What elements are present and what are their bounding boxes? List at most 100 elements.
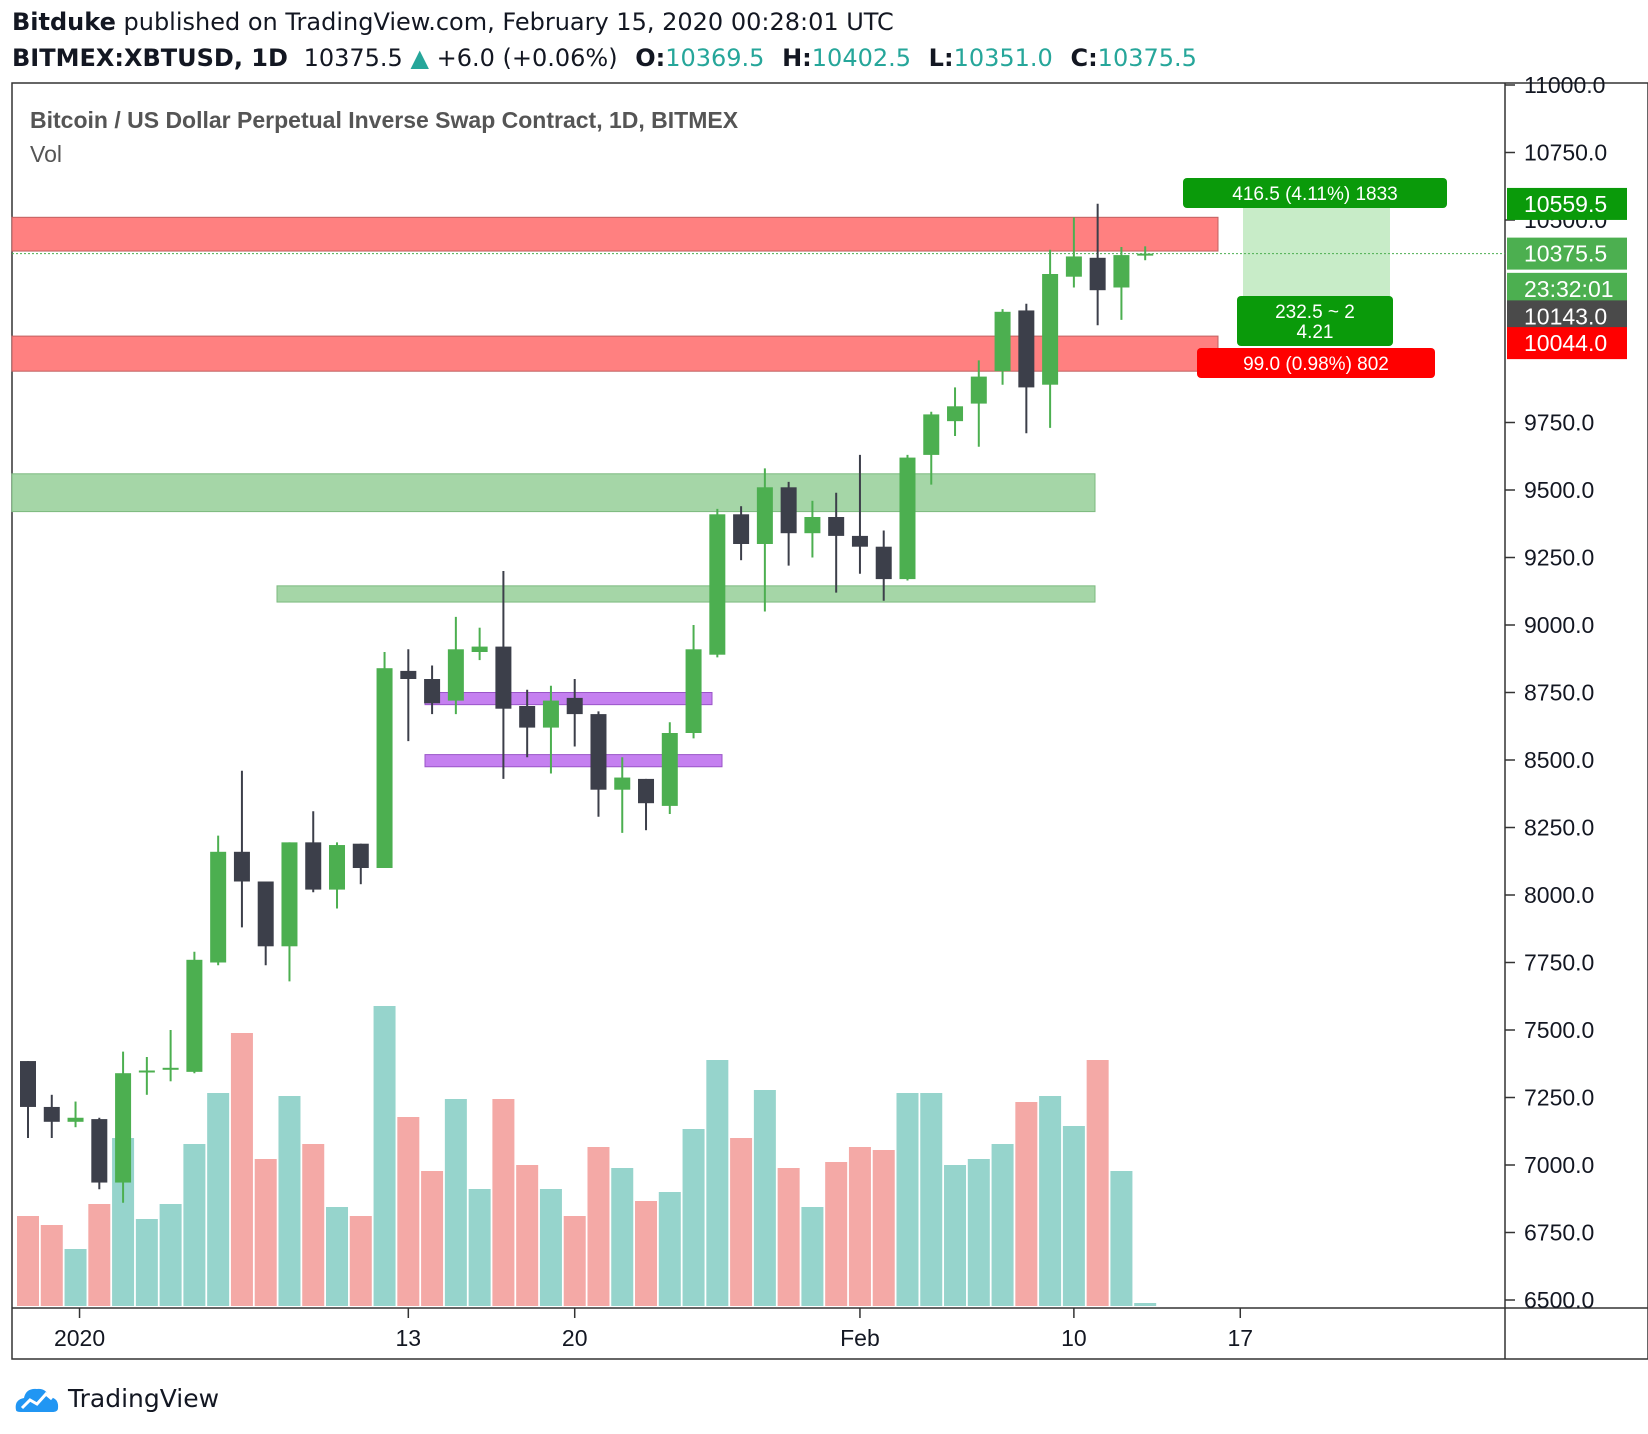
candle-body xyxy=(20,1061,36,1107)
volume-legend: Vol xyxy=(30,141,62,167)
candle-body xyxy=(756,487,773,544)
last-price-text: 10375.5 xyxy=(1524,241,1607,267)
volume-bar xyxy=(207,1093,230,1306)
candle-body xyxy=(590,714,607,790)
volume-bar xyxy=(516,1165,539,1306)
volume-bar xyxy=(230,1033,253,1306)
candle-body xyxy=(947,406,964,422)
volume-bar xyxy=(635,1201,658,1306)
volume-bar xyxy=(421,1171,444,1306)
candle-body xyxy=(1018,310,1035,388)
tradingview-footer[interactable]: TradingView xyxy=(12,1380,219,1416)
candle-body xyxy=(638,778,655,804)
candle-body xyxy=(1065,256,1082,277)
volume-bar xyxy=(40,1225,63,1306)
volume-bar xyxy=(753,1090,776,1306)
risk-ratio-label-text: 232.5 ~ 2 xyxy=(1275,302,1355,323)
tradingview-logo-icon xyxy=(15,1388,59,1412)
candle-body xyxy=(281,842,298,947)
time-tick-label: 2020 xyxy=(54,1325,105,1351)
volume-bar xyxy=(373,1006,396,1306)
position-tool[interactable]: 416.5 (4.11%) 1833 232.5 ~ 24.21 99.0 (0.9… xyxy=(1183,178,1447,378)
candle-body xyxy=(780,487,797,534)
last-price: 10375.5 xyxy=(303,44,403,72)
candle-body xyxy=(305,842,322,890)
candle-body xyxy=(875,546,892,580)
price-chart[interactable]: 416.5 (4.11%) 1833 232.5 ~ 24.21 99.0 (0.9… xyxy=(0,0,1648,1370)
candle-body xyxy=(233,851,250,882)
time-tick-label: 17 xyxy=(1227,1325,1253,1351)
zone-green xyxy=(276,585,1096,603)
candle-body xyxy=(43,1106,60,1122)
time-tick-label: Feb xyxy=(840,1325,880,1351)
candle-body xyxy=(400,670,417,679)
candle-body xyxy=(115,1073,132,1183)
cursor-price-tag xyxy=(1507,300,1627,333)
volume-bar xyxy=(777,1168,800,1306)
up-triangle-icon: ▲ xyxy=(410,44,429,72)
volume-bar xyxy=(944,1165,967,1306)
volume-bar xyxy=(278,1096,301,1306)
time-tick-label: 20 xyxy=(562,1325,588,1351)
profit-price-text: 10559.5 xyxy=(1524,191,1607,217)
candle-body xyxy=(923,414,940,455)
price-tick-label: 6750.0 xyxy=(1524,1220,1594,1246)
candle-body xyxy=(519,706,536,728)
volume-bar xyxy=(397,1117,420,1306)
volume-bar xyxy=(587,1147,610,1306)
time-tick-label: 13 xyxy=(396,1325,422,1351)
candle-body xyxy=(899,457,916,580)
open-value: 10369.5 xyxy=(665,44,765,72)
candle-body xyxy=(828,517,845,536)
price-tick-label: 8750.0 xyxy=(1524,680,1594,706)
candle-body xyxy=(994,311,1011,372)
candle-body xyxy=(495,646,512,709)
price-tick-label: 7500.0 xyxy=(1524,1017,1594,1043)
open-label: O: xyxy=(635,44,666,72)
candles-layer xyxy=(12,203,1505,1203)
price-tick-label: 9750.0 xyxy=(1524,410,1594,436)
price-tick-label: 8000.0 xyxy=(1524,882,1594,908)
volume-bar xyxy=(17,1216,39,1306)
zone-green xyxy=(11,473,1096,513)
candle-body xyxy=(67,1117,84,1122)
ohlc-line: BITMEX:XBTUSD, 1D 10375.5 ▲ +6.0 (+0.06%… xyxy=(12,44,1197,72)
price-tick-label: 9500.0 xyxy=(1524,477,1594,503)
candle-body xyxy=(661,733,678,806)
stop-label-box xyxy=(1197,348,1435,378)
volume-bar xyxy=(658,1192,681,1306)
volume-bar xyxy=(730,1138,753,1306)
candle-body xyxy=(471,646,488,652)
price-axis[interactable]: 11000.010750.010500.09750.09500.09250.09… xyxy=(1505,72,1607,1313)
zone-red xyxy=(11,335,1219,372)
candle-body xyxy=(352,843,369,868)
volume-bar xyxy=(920,1093,943,1306)
volume-bar xyxy=(611,1168,634,1306)
volume-bar xyxy=(1086,1060,1109,1306)
candle-body xyxy=(709,514,726,655)
volume-layer xyxy=(17,1006,1157,1306)
price-tick-label: 9000.0 xyxy=(1524,612,1594,638)
high-value: 10402.5 xyxy=(811,44,912,72)
volume-bar xyxy=(563,1216,586,1306)
candle-body xyxy=(138,1070,155,1073)
candle-body xyxy=(566,697,583,715)
last-price-tag xyxy=(1507,237,1627,270)
chart-frame xyxy=(11,82,1648,1360)
brand-name: TradingView xyxy=(68,1383,220,1413)
candle-body xyxy=(329,845,346,890)
loss-price-text: 10044.0 xyxy=(1524,330,1607,356)
target-label-box xyxy=(1183,178,1447,208)
author-name[interactable]: Bitduke xyxy=(12,8,116,36)
volume-bar xyxy=(825,1162,848,1306)
zones-layer xyxy=(11,216,1219,768)
chart-title: Bitcoin / US Dollar Perpetual Inverse Sw… xyxy=(30,107,739,133)
candle-body xyxy=(970,376,987,404)
candle-body xyxy=(376,668,393,868)
time-axis[interactable]: 2020 13 20 Feb 10 17 xyxy=(54,1308,1253,1351)
countdown-price-tag xyxy=(1507,272,1627,305)
volume-bar xyxy=(1015,1102,1038,1306)
candle-body xyxy=(1137,253,1154,256)
stop-label-text: 99.0 (0.98%) 802 xyxy=(1243,354,1389,375)
price-tick-label: 8500.0 xyxy=(1524,747,1594,773)
